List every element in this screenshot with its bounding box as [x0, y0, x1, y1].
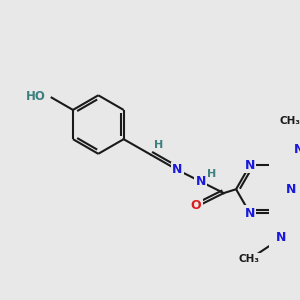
- Text: H: H: [154, 140, 163, 150]
- Text: N: N: [294, 143, 300, 156]
- Text: N: N: [245, 207, 255, 220]
- Text: H: H: [207, 169, 216, 179]
- Text: N: N: [276, 231, 287, 244]
- Text: N: N: [245, 159, 255, 172]
- Text: N: N: [172, 164, 183, 176]
- Text: N: N: [196, 175, 206, 188]
- Text: O: O: [191, 199, 201, 212]
- Text: N: N: [286, 183, 297, 196]
- Text: CH₃: CH₃: [280, 116, 300, 126]
- Text: HO: HO: [26, 90, 46, 103]
- Text: CH₃: CH₃: [239, 254, 260, 264]
